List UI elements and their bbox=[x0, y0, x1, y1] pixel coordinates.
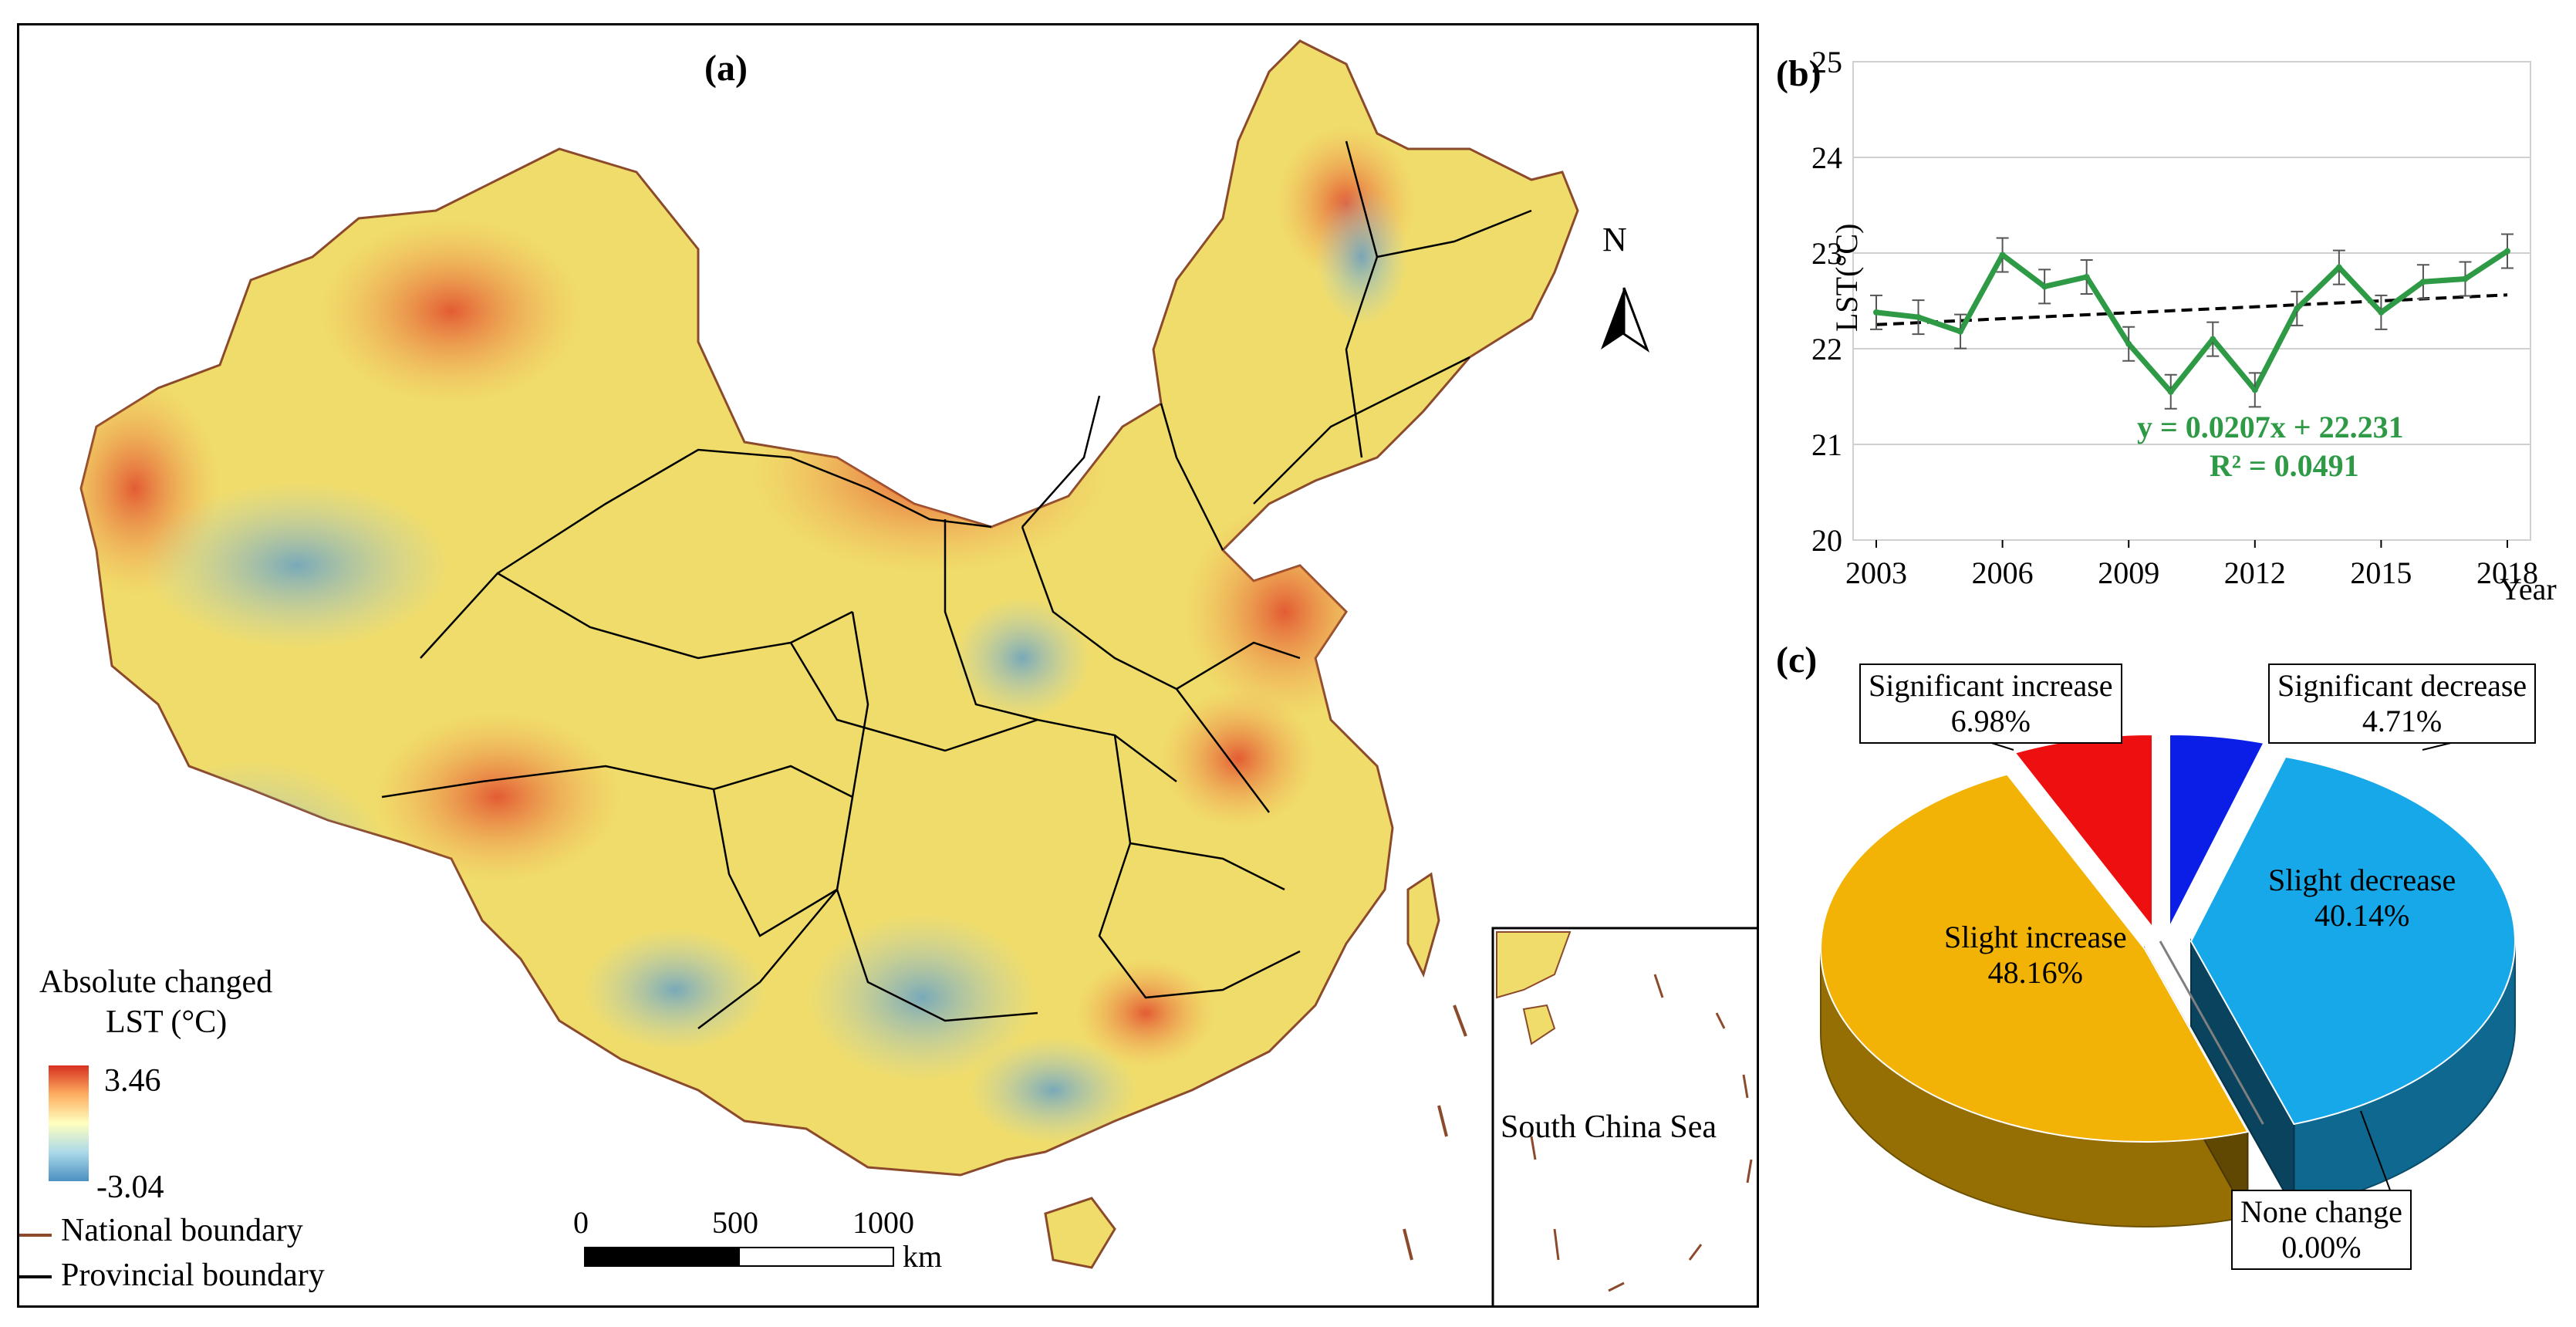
pie-panel-label: (c) bbox=[1776, 640, 1818, 680]
none-change-value: 0.00% bbox=[2281, 1230, 2362, 1265]
significant-increase-name: Significant increase bbox=[1869, 668, 2113, 703]
south-china-sea-inset bbox=[1491, 927, 1757, 1305]
line-panel-label: (b) bbox=[1776, 53, 1821, 94]
lst-trend-pie-chart bbox=[1819, 732, 2516, 1228]
data-point bbox=[1957, 328, 1964, 335]
data-point bbox=[1873, 309, 1879, 316]
x-axis-label: Year bbox=[2500, 572, 2557, 606]
significant-decrease-value: 4.71% bbox=[2362, 704, 2443, 738]
trend-equation: y = 0.0207x + 22.231 bbox=[2137, 410, 2404, 444]
pie-slice-slight-increase bbox=[1819, 773, 2249, 1143]
slice-label-none-change: None change 0.00% bbox=[2231, 1190, 2412, 1270]
map-panel: (a) N Absolute changed LST (°C) 3.46 -3.… bbox=[17, 23, 1759, 1308]
pie-chart-panel: (c) Significant increase 6.98% Significa… bbox=[1759, 617, 2576, 1327]
y-tick-label: 24 bbox=[1811, 140, 1842, 175]
taiwan bbox=[1406, 872, 1440, 978]
legend-national-boundary: National boundary bbox=[61, 1213, 303, 1248]
legend-title-line1: Absolute changed bbox=[39, 964, 273, 1000]
significant-decrease-name: Significant decrease bbox=[2277, 668, 2527, 703]
x-tick-label: 2003 bbox=[1845, 555, 1907, 590]
data-point bbox=[2125, 340, 2132, 347]
lst-series-line bbox=[1875, 248, 2509, 395]
data-point bbox=[2167, 388, 2174, 395]
slice-label-slight-increase: Slight increase 48.16% bbox=[1944, 920, 2127, 991]
data-point bbox=[2462, 275, 2469, 282]
y-tick-label: 25 bbox=[1811, 45, 1842, 79]
scale-tick-500: 500 bbox=[712, 1205, 758, 1240]
scale-unit: km bbox=[903, 1239, 943, 1274]
data-point bbox=[2335, 264, 2342, 271]
x-tick-label: 2015 bbox=[2350, 555, 2412, 590]
none-change-name: None change bbox=[2240, 1194, 2402, 1229]
provincial-boundaries bbox=[381, 140, 1532, 1029]
pie-slice-significant-decrease bbox=[2169, 733, 2266, 928]
y-tick-label: 22 bbox=[1811, 332, 1842, 366]
x-tick-label: 2018 bbox=[2476, 555, 2538, 590]
pie-slice-slight-decrease bbox=[2189, 755, 2516, 1126]
significant-increase-value: 6.98% bbox=[1950, 704, 2031, 738]
lst-line-chart: 20 21 22 23 24 25 2003 2006 2009 2012 2015 2018 bbox=[1811, 45, 2538, 590]
plot-area bbox=[1852, 61, 2531, 541]
nine-dash-line-main bbox=[1403, 1005, 1467, 1261]
data-point bbox=[2378, 309, 2385, 316]
slight-increase-value: 48.16% bbox=[1987, 955, 2083, 990]
legend-title-line2: LST (°C) bbox=[106, 1005, 228, 1040]
data-point bbox=[2251, 387, 2258, 393]
scale-bar bbox=[584, 1247, 894, 1267]
lst-change-map bbox=[19, 39, 1757, 1305]
pie-slice-none-change bbox=[2159, 940, 2264, 1125]
scale-tick-1000: 1000 bbox=[852, 1205, 914, 1240]
map-panel-label: (a) bbox=[704, 48, 748, 89]
data-point bbox=[2504, 248, 2510, 255]
y-tick-label: 20 bbox=[1811, 523, 1842, 558]
north-label: N bbox=[1602, 221, 1627, 258]
inset-dash-line bbox=[1530, 974, 1753, 1292]
y-axis-label: LST(°C) bbox=[1829, 223, 1864, 332]
y-tick-label: 21 bbox=[1811, 427, 1842, 462]
slight-decrease-name: Slight decrease bbox=[2268, 863, 2456, 897]
data-point bbox=[2294, 305, 2301, 312]
slight-decrease-value: 40.14% bbox=[2314, 898, 2410, 933]
scale-tick-0: 0 bbox=[573, 1205, 589, 1240]
trend-r2: R² = 0.0491 bbox=[2210, 448, 2359, 483]
slice-label-significant-increase: Significant increase 6.98% bbox=[1859, 664, 2122, 744]
inset-label: South China Sea bbox=[1501, 1109, 1717, 1145]
leader-line bbox=[2360, 1110, 2392, 1195]
north-arrow-icon bbox=[1601, 287, 1650, 353]
data-point bbox=[2041, 283, 2048, 290]
legend-min-label: -3.04 bbox=[96, 1170, 164, 1205]
y-tick-label: 23 bbox=[1811, 236, 1842, 271]
x-tick-label: 2009 bbox=[2098, 555, 2159, 590]
legend-color-ramp bbox=[49, 1065, 89, 1181]
data-point bbox=[2419, 279, 2426, 285]
data-point bbox=[1915, 314, 1922, 321]
x-tick-label: 2006 bbox=[1972, 555, 2034, 590]
slice-label-significant-decrease: Significant decrease 4.71% bbox=[2268, 664, 2537, 744]
slight-increase-name: Slight increase bbox=[1944, 920, 2127, 954]
data-point bbox=[1999, 252, 2006, 258]
data-point bbox=[2210, 336, 2216, 343]
legend-provincial-boundary: Provincial boundary bbox=[61, 1258, 325, 1293]
data-point bbox=[2083, 274, 2090, 280]
slice-label-slight-decrease: Slight decrease 40.14% bbox=[2268, 863, 2456, 934]
legend-max-label: 3.46 bbox=[104, 1063, 161, 1099]
hainan bbox=[1044, 1197, 1116, 1269]
x-tick-label: 2012 bbox=[2224, 555, 2286, 590]
line-chart-panel: 20 21 22 23 24 25 2003 2006 2009 2012 2015 2018 (b)… bbox=[1759, 0, 2576, 617]
